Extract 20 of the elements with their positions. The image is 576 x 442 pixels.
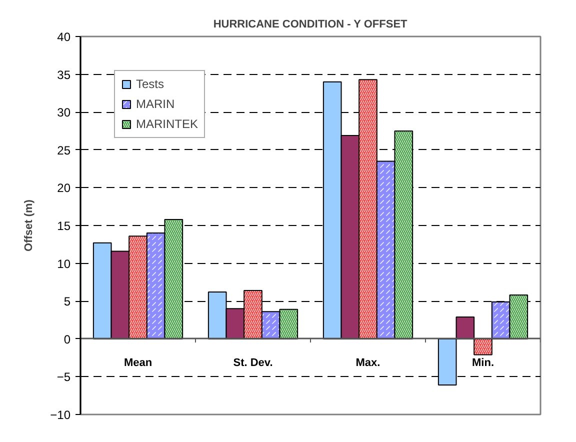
x-tick-label: Min.	[472, 356, 494, 369]
legend-label: MARINTEK	[136, 117, 198, 131]
y-tick-label: 5	[64, 294, 71, 309]
y-tick-label: 20	[57, 181, 71, 196]
y-tick-label: 10	[57, 256, 71, 271]
x-tick-label: St. Dev.	[233, 356, 273, 369]
chart-title: HURRICANE CONDITION - Y OFFSET	[213, 18, 408, 30]
legend-label: MARIN	[136, 97, 175, 111]
y-tick-label: 30	[57, 106, 71, 120]
y-tick-label: −10	[50, 408, 71, 422]
x-tick-label: Mean	[124, 356, 152, 369]
y-tick-label: 35	[57, 68, 71, 82]
y-tick-label: 0	[64, 332, 71, 346]
y-tick-label: −5	[56, 370, 71, 384]
legend-label: Tests	[136, 77, 164, 91]
y-tick-label: 15	[57, 219, 71, 233]
y-tick-label: 40	[57, 30, 71, 44]
y-tick-label: 25	[57, 143, 71, 158]
x-tick-label: Max.	[356, 356, 380, 369]
y-axis-title: Offset (m)	[23, 199, 36, 252]
